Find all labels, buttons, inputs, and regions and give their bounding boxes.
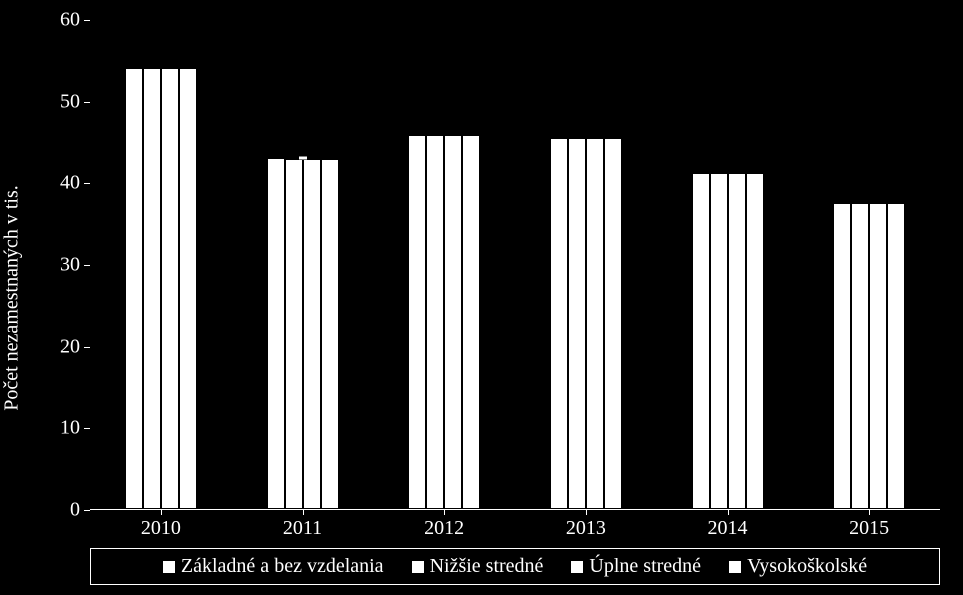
unemployment-chart: Počet nezamestnaných v tis. 010203040506… [0, 0, 963, 595]
y-tick-mark [84, 510, 90, 511]
bar [692, 173, 710, 509]
plot-area: 0102030405060201020112012201320142015 [90, 20, 940, 510]
y-tick-mark [84, 428, 90, 429]
legend-label: Nižšie stredné [430, 555, 544, 578]
bar-group [692, 173, 764, 509]
bar [833, 203, 851, 509]
bar [179, 68, 197, 509]
bar [887, 203, 905, 509]
x-tick-mark [869, 509, 870, 515]
y-axis-title: Počet nezamestnaných v tis. [1, 185, 24, 411]
x-tick-mark [303, 509, 304, 515]
legend-swatch-icon [729, 561, 741, 573]
legend-swatch-icon [412, 561, 424, 573]
y-tick-mark [84, 347, 90, 348]
bar-group [267, 158, 339, 509]
legend-item: Základné a bez vzdelania [163, 555, 384, 578]
legend-label: Základné a bez vzdelania [181, 555, 384, 578]
x-tick-mark [586, 509, 587, 515]
series-marker [299, 156, 307, 159]
bar-group [408, 135, 480, 509]
bar [851, 203, 869, 509]
x-tick-mark [444, 509, 445, 515]
bar [586, 138, 604, 509]
bar [550, 138, 568, 509]
x-tick-mark [728, 509, 729, 515]
bar [444, 135, 462, 509]
y-tick-mark [84, 20, 90, 21]
bar [426, 135, 444, 509]
bar-group [125, 68, 197, 509]
legend-item: Nižšie stredné [412, 555, 544, 578]
legend-item: Vysokoškolské [729, 555, 867, 578]
legend-label: Úplne stredné [589, 555, 701, 578]
bar-group [833, 203, 905, 509]
legend-swatch-icon [163, 561, 175, 573]
bar [746, 173, 764, 509]
bar [728, 173, 746, 509]
bar [161, 68, 179, 509]
legend-swatch-icon [571, 561, 583, 573]
bar [125, 68, 143, 509]
legend-label: Vysokoškolské [747, 555, 867, 578]
bar [604, 138, 622, 509]
bar [285, 159, 303, 509]
legend-item: Úplne stredné [571, 555, 701, 578]
legend: Základné a bez vzdelania Nižšie stredné Úp… [90, 548, 940, 585]
bar [143, 68, 161, 509]
y-tick-mark [84, 183, 90, 184]
bar-group [550, 138, 622, 509]
bar [267, 158, 285, 509]
bar [869, 203, 887, 509]
bar [568, 138, 586, 509]
y-tick-mark [84, 265, 90, 266]
bar [408, 135, 426, 509]
bar [462, 135, 480, 509]
bar [710, 173, 728, 509]
x-tick-mark [161, 509, 162, 515]
bar [321, 159, 339, 509]
bar [303, 159, 321, 509]
y-tick-mark [84, 102, 90, 103]
